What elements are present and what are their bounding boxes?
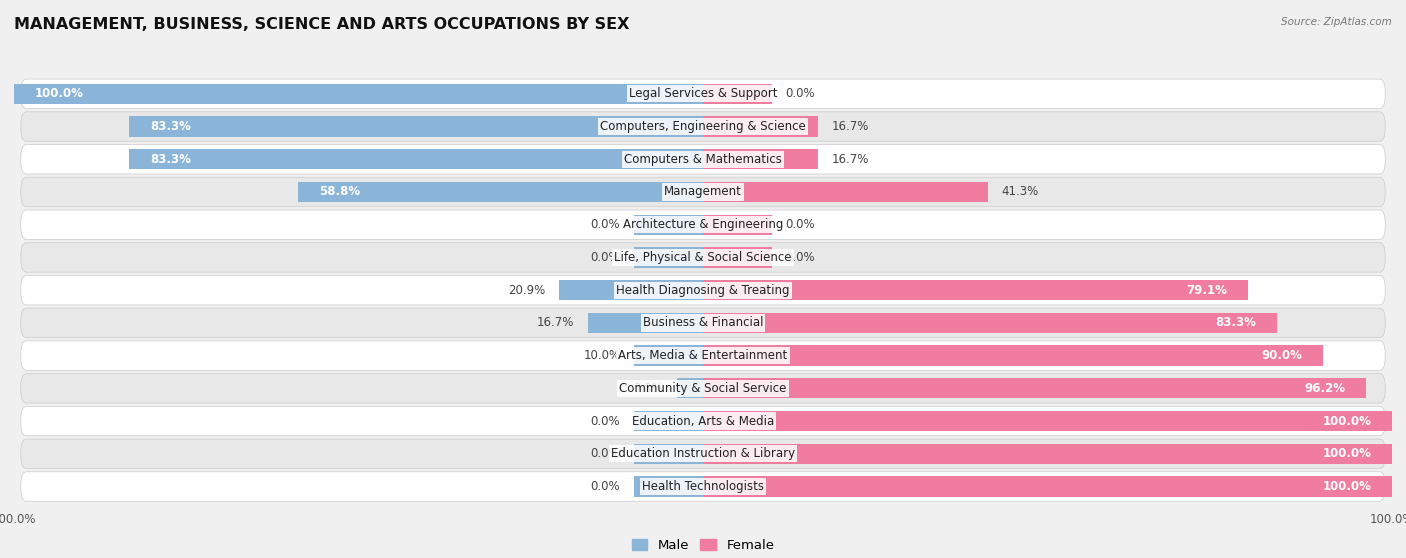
FancyBboxPatch shape bbox=[21, 374, 1385, 403]
Text: 83.3%: 83.3% bbox=[1215, 316, 1256, 329]
Text: Business & Financial: Business & Financial bbox=[643, 316, 763, 329]
FancyBboxPatch shape bbox=[21, 145, 1385, 174]
Text: 0.0%: 0.0% bbox=[591, 218, 620, 231]
Text: 90.0%: 90.0% bbox=[1261, 349, 1302, 362]
FancyBboxPatch shape bbox=[21, 112, 1385, 141]
Bar bbox=[634, 444, 703, 464]
Text: Architecture & Engineering: Architecture & Engineering bbox=[623, 218, 783, 231]
Bar bbox=[703, 149, 818, 170]
Text: Health Diagnosing & Treating: Health Diagnosing & Treating bbox=[616, 283, 790, 297]
Text: 0.0%: 0.0% bbox=[786, 87, 815, 100]
Bar bbox=[703, 411, 1392, 431]
Text: 96.2%: 96.2% bbox=[1305, 382, 1346, 395]
Text: 83.3%: 83.3% bbox=[150, 120, 191, 133]
FancyBboxPatch shape bbox=[21, 406, 1385, 436]
FancyBboxPatch shape bbox=[21, 177, 1385, 206]
Bar bbox=[676, 378, 703, 398]
Text: 41.3%: 41.3% bbox=[1001, 185, 1039, 199]
Bar bbox=[703, 444, 1392, 464]
Text: Community & Social Service: Community & Social Service bbox=[619, 382, 787, 395]
Text: 100.0%: 100.0% bbox=[35, 87, 83, 100]
FancyBboxPatch shape bbox=[21, 341, 1385, 371]
Bar bbox=[298, 182, 703, 202]
Bar bbox=[14, 84, 703, 104]
Text: Education Instruction & Library: Education Instruction & Library bbox=[612, 448, 794, 460]
Bar bbox=[560, 280, 703, 300]
Text: 58.8%: 58.8% bbox=[319, 185, 360, 199]
FancyBboxPatch shape bbox=[21, 439, 1385, 469]
Text: 83.3%: 83.3% bbox=[150, 153, 191, 166]
Bar bbox=[703, 312, 1277, 333]
Bar bbox=[634, 215, 703, 235]
Text: Legal Services & Support: Legal Services & Support bbox=[628, 87, 778, 100]
Text: 3.8%: 3.8% bbox=[634, 382, 664, 395]
Bar bbox=[703, 117, 818, 137]
Text: 0.0%: 0.0% bbox=[786, 218, 815, 231]
Bar bbox=[703, 280, 1249, 300]
Text: Arts, Media & Entertainment: Arts, Media & Entertainment bbox=[619, 349, 787, 362]
Text: Health Technologists: Health Technologists bbox=[643, 480, 763, 493]
Text: 16.7%: 16.7% bbox=[832, 120, 869, 133]
Text: 20.9%: 20.9% bbox=[508, 283, 546, 297]
Text: 0.0%: 0.0% bbox=[591, 415, 620, 427]
Bar bbox=[703, 215, 772, 235]
Text: 0.0%: 0.0% bbox=[591, 480, 620, 493]
Text: MANAGEMENT, BUSINESS, SCIENCE AND ARTS OCCUPATIONS BY SEX: MANAGEMENT, BUSINESS, SCIENCE AND ARTS O… bbox=[14, 17, 630, 32]
Bar bbox=[703, 378, 1365, 398]
Bar bbox=[703, 345, 1323, 365]
Text: Life, Physical & Social Science: Life, Physical & Social Science bbox=[614, 251, 792, 264]
Text: 100.0%: 100.0% bbox=[1323, 480, 1371, 493]
Bar bbox=[703, 84, 772, 104]
FancyBboxPatch shape bbox=[21, 472, 1385, 501]
Text: 100.0%: 100.0% bbox=[1323, 448, 1371, 460]
Bar bbox=[703, 247, 772, 268]
FancyBboxPatch shape bbox=[21, 276, 1385, 305]
FancyBboxPatch shape bbox=[21, 243, 1385, 272]
Bar bbox=[129, 149, 703, 170]
Text: Management: Management bbox=[664, 185, 742, 199]
Bar bbox=[703, 182, 987, 202]
Bar bbox=[129, 117, 703, 137]
Text: 0.0%: 0.0% bbox=[591, 448, 620, 460]
Text: 10.0%: 10.0% bbox=[583, 349, 620, 362]
Text: 79.1%: 79.1% bbox=[1187, 283, 1227, 297]
Text: 0.0%: 0.0% bbox=[786, 251, 815, 264]
Text: 16.7%: 16.7% bbox=[537, 316, 574, 329]
Bar bbox=[588, 312, 703, 333]
Text: 100.0%: 100.0% bbox=[1323, 415, 1371, 427]
Bar bbox=[634, 247, 703, 268]
Text: Computers, Engineering & Science: Computers, Engineering & Science bbox=[600, 120, 806, 133]
Text: Education, Arts & Media: Education, Arts & Media bbox=[631, 415, 775, 427]
Text: Computers & Mathematics: Computers & Mathematics bbox=[624, 153, 782, 166]
Bar bbox=[634, 345, 703, 365]
Text: 16.7%: 16.7% bbox=[832, 153, 869, 166]
FancyBboxPatch shape bbox=[21, 79, 1385, 109]
Text: 0.0%: 0.0% bbox=[591, 251, 620, 264]
FancyBboxPatch shape bbox=[21, 210, 1385, 239]
Legend: Male, Female: Male, Female bbox=[626, 534, 780, 558]
Bar bbox=[634, 477, 703, 497]
FancyBboxPatch shape bbox=[21, 308, 1385, 338]
Bar bbox=[703, 477, 1392, 497]
Bar bbox=[634, 411, 703, 431]
Text: Source: ZipAtlas.com: Source: ZipAtlas.com bbox=[1281, 17, 1392, 27]
